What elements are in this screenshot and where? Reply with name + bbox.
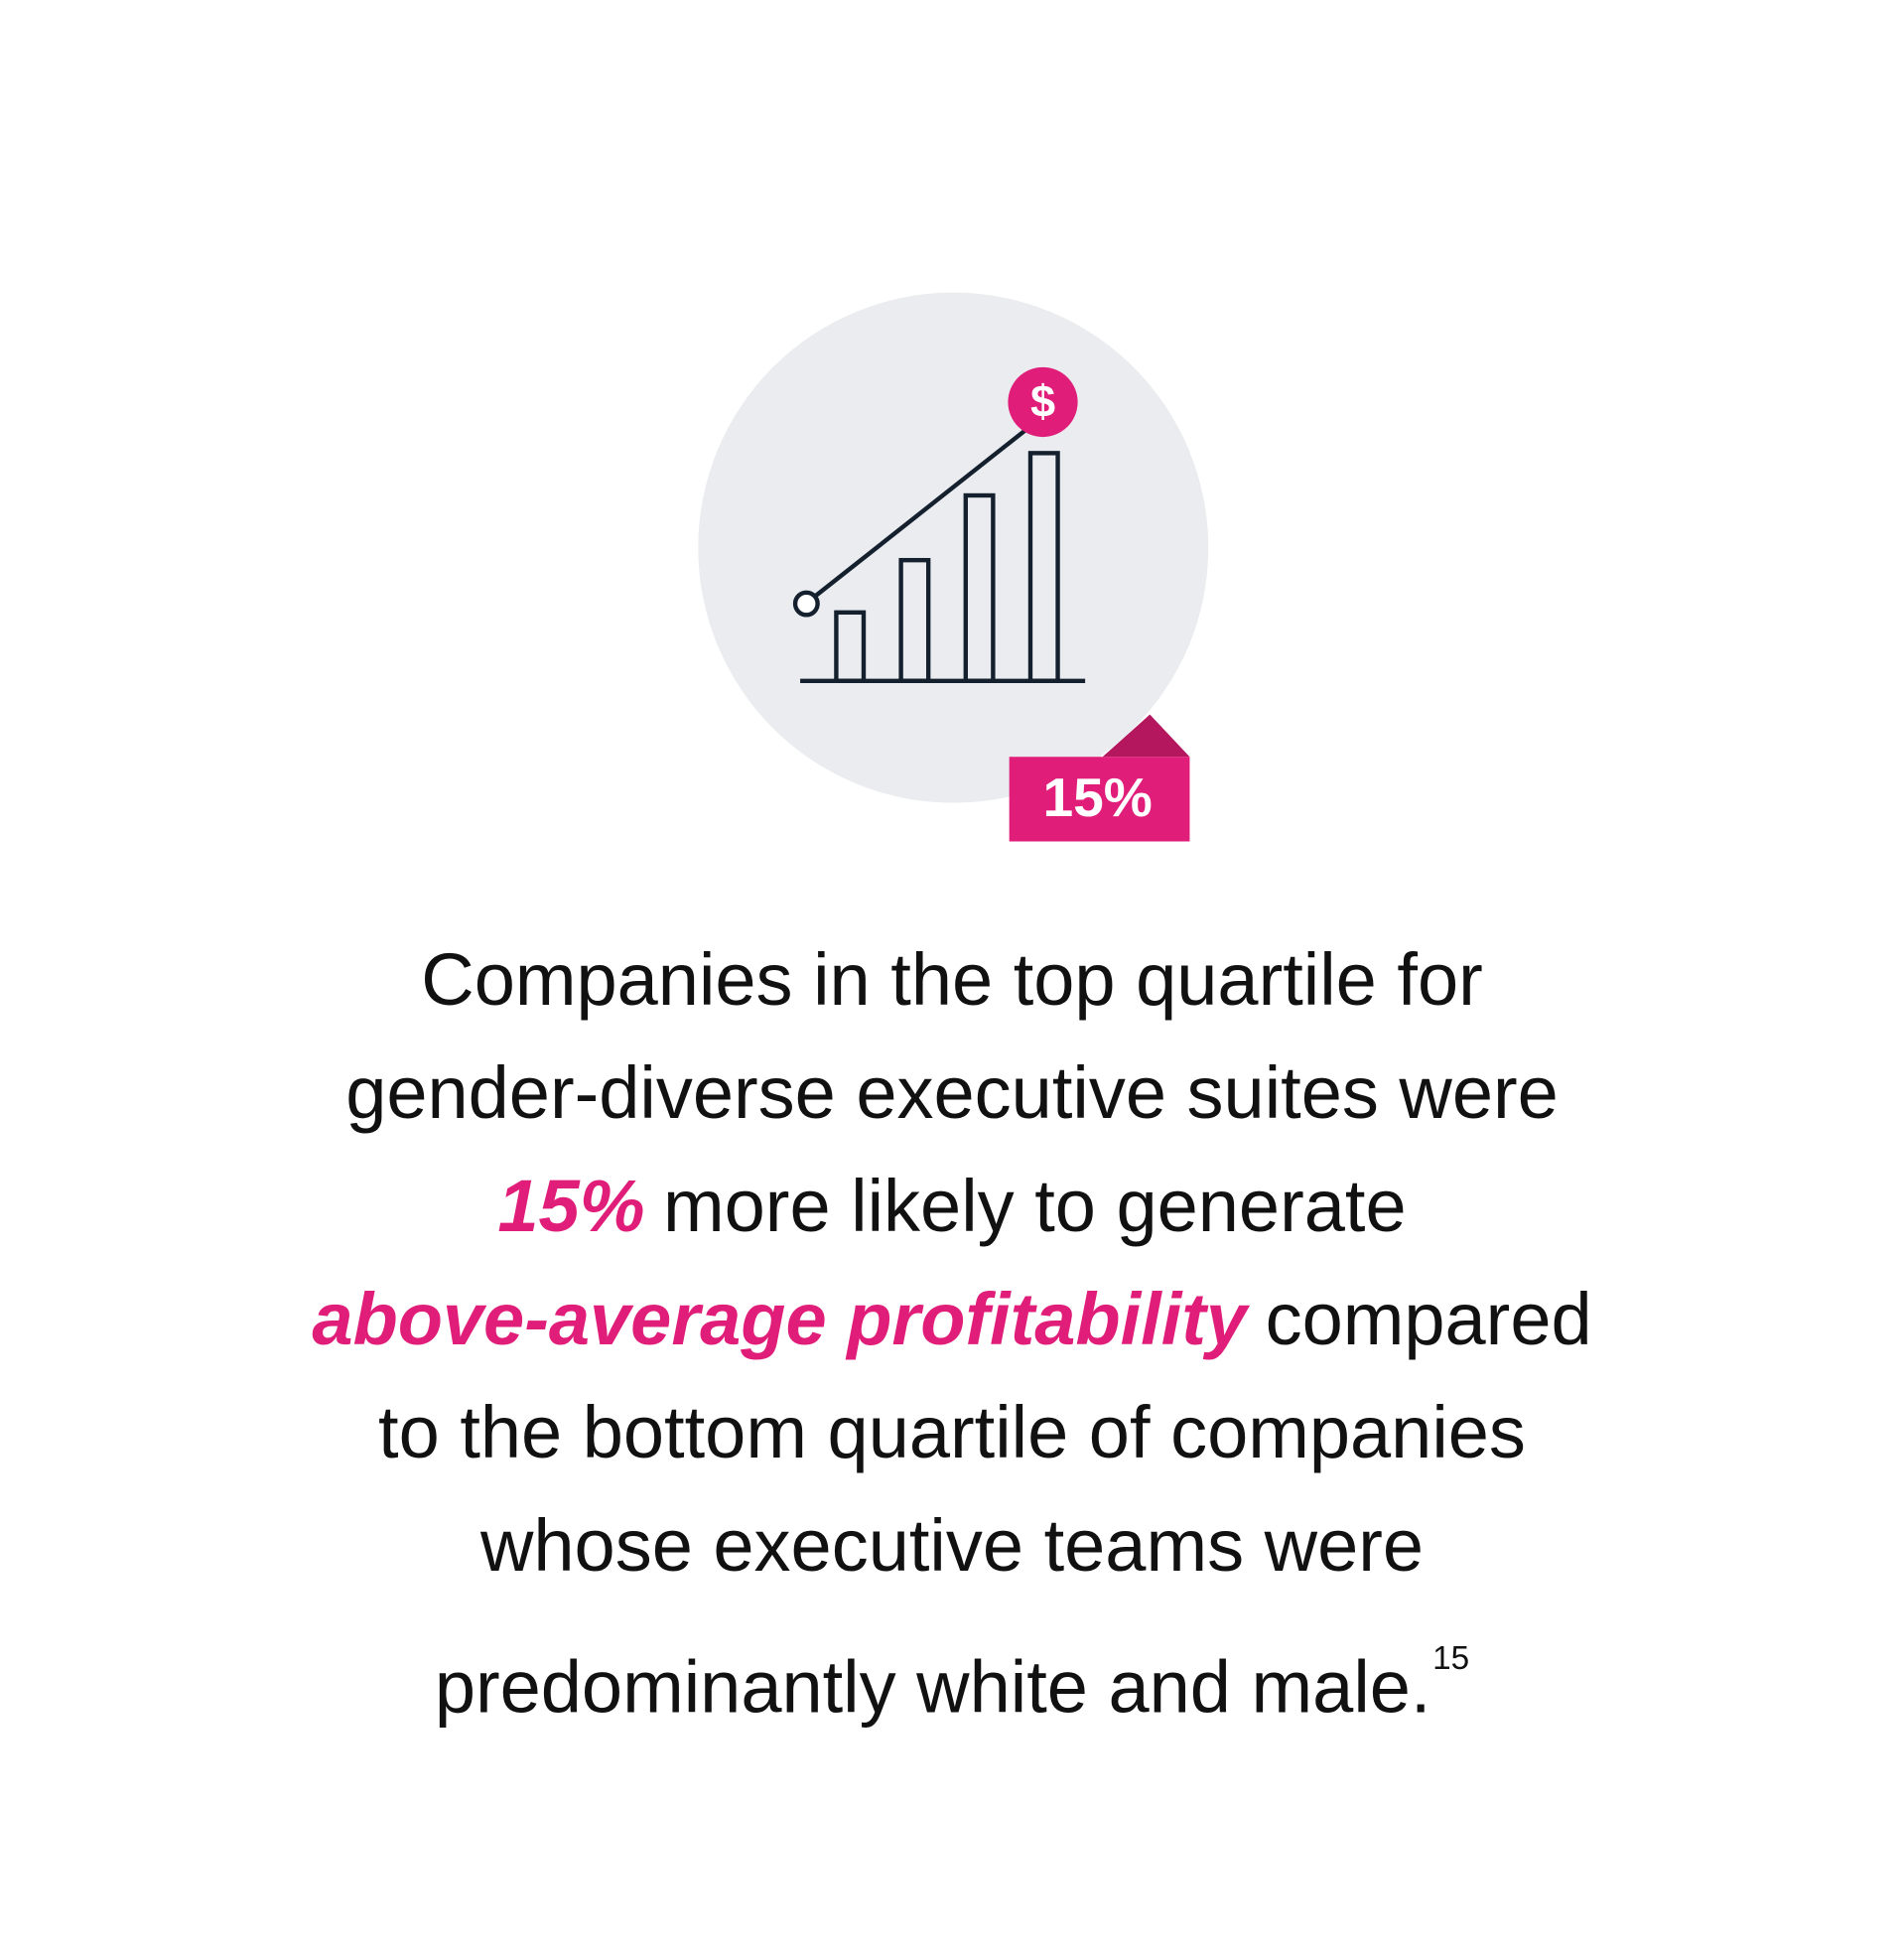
badge-fold — [1102, 714, 1190, 758]
dollar-badge — [1008, 366, 1078, 438]
badge-text: 15% — [1042, 766, 1152, 828]
statement-text: gender-diverse executive suites were — [345, 1051, 1559, 1134]
statement-text: more likely to generate — [663, 1165, 1407, 1247]
highlight-text: above-average profitability — [312, 1278, 1248, 1360]
statement-line: 15% more likely to generate — [0, 1150, 1904, 1263]
bar-chart-icon — [792, 426, 1086, 683]
footnote-ref: 15 — [1432, 1640, 1470, 1677]
statement-line: predominantly white and male.15 — [0, 1602, 1904, 1743]
statement-text: compared — [1265, 1278, 1592, 1360]
percent-badge — [1009, 757, 1190, 842]
statement-line: above-average profitability compared — [0, 1263, 1904, 1376]
statement: Companies in the top quartile for gender-… — [0, 923, 1904, 1743]
highlight-text: 15% — [497, 1165, 645, 1247]
statement-text: whose executive teams were — [479, 1504, 1425, 1587]
statement-line: to the bottom quartile of companies — [0, 1376, 1904, 1489]
statement-line: gender-diverse executive suites were — [0, 1037, 1904, 1150]
statement-text: predominantly white and male. — [434, 1645, 1431, 1729]
statement-text: Companies in the top quartile for — [421, 938, 1483, 1021]
dollar-symbol: $ — [1030, 375, 1055, 426]
statement-text: to the bottom quartile of companies — [378, 1391, 1526, 1473]
icon-circle — [698, 292, 1209, 803]
statement-line: whose executive teams were — [0, 1489, 1904, 1602]
statement-line: Companies in the top quartile for — [0, 923, 1904, 1037]
